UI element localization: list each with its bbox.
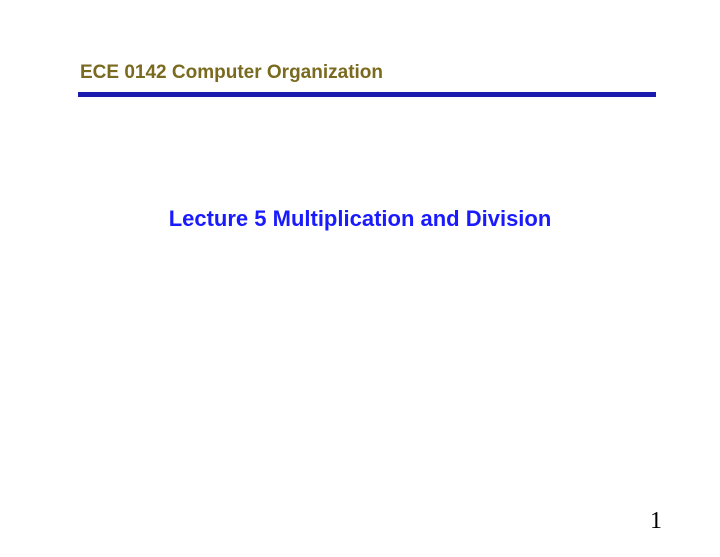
lecture-title: Lecture 5 Multiplication and Division	[0, 206, 720, 232]
page-number: 1	[650, 508, 662, 535]
slide-container: ECE 0142 Computer Organization Lecture 5…	[0, 0, 720, 557]
course-header: ECE 0142 Computer Organization	[80, 62, 383, 84]
header-divider	[78, 92, 656, 97]
